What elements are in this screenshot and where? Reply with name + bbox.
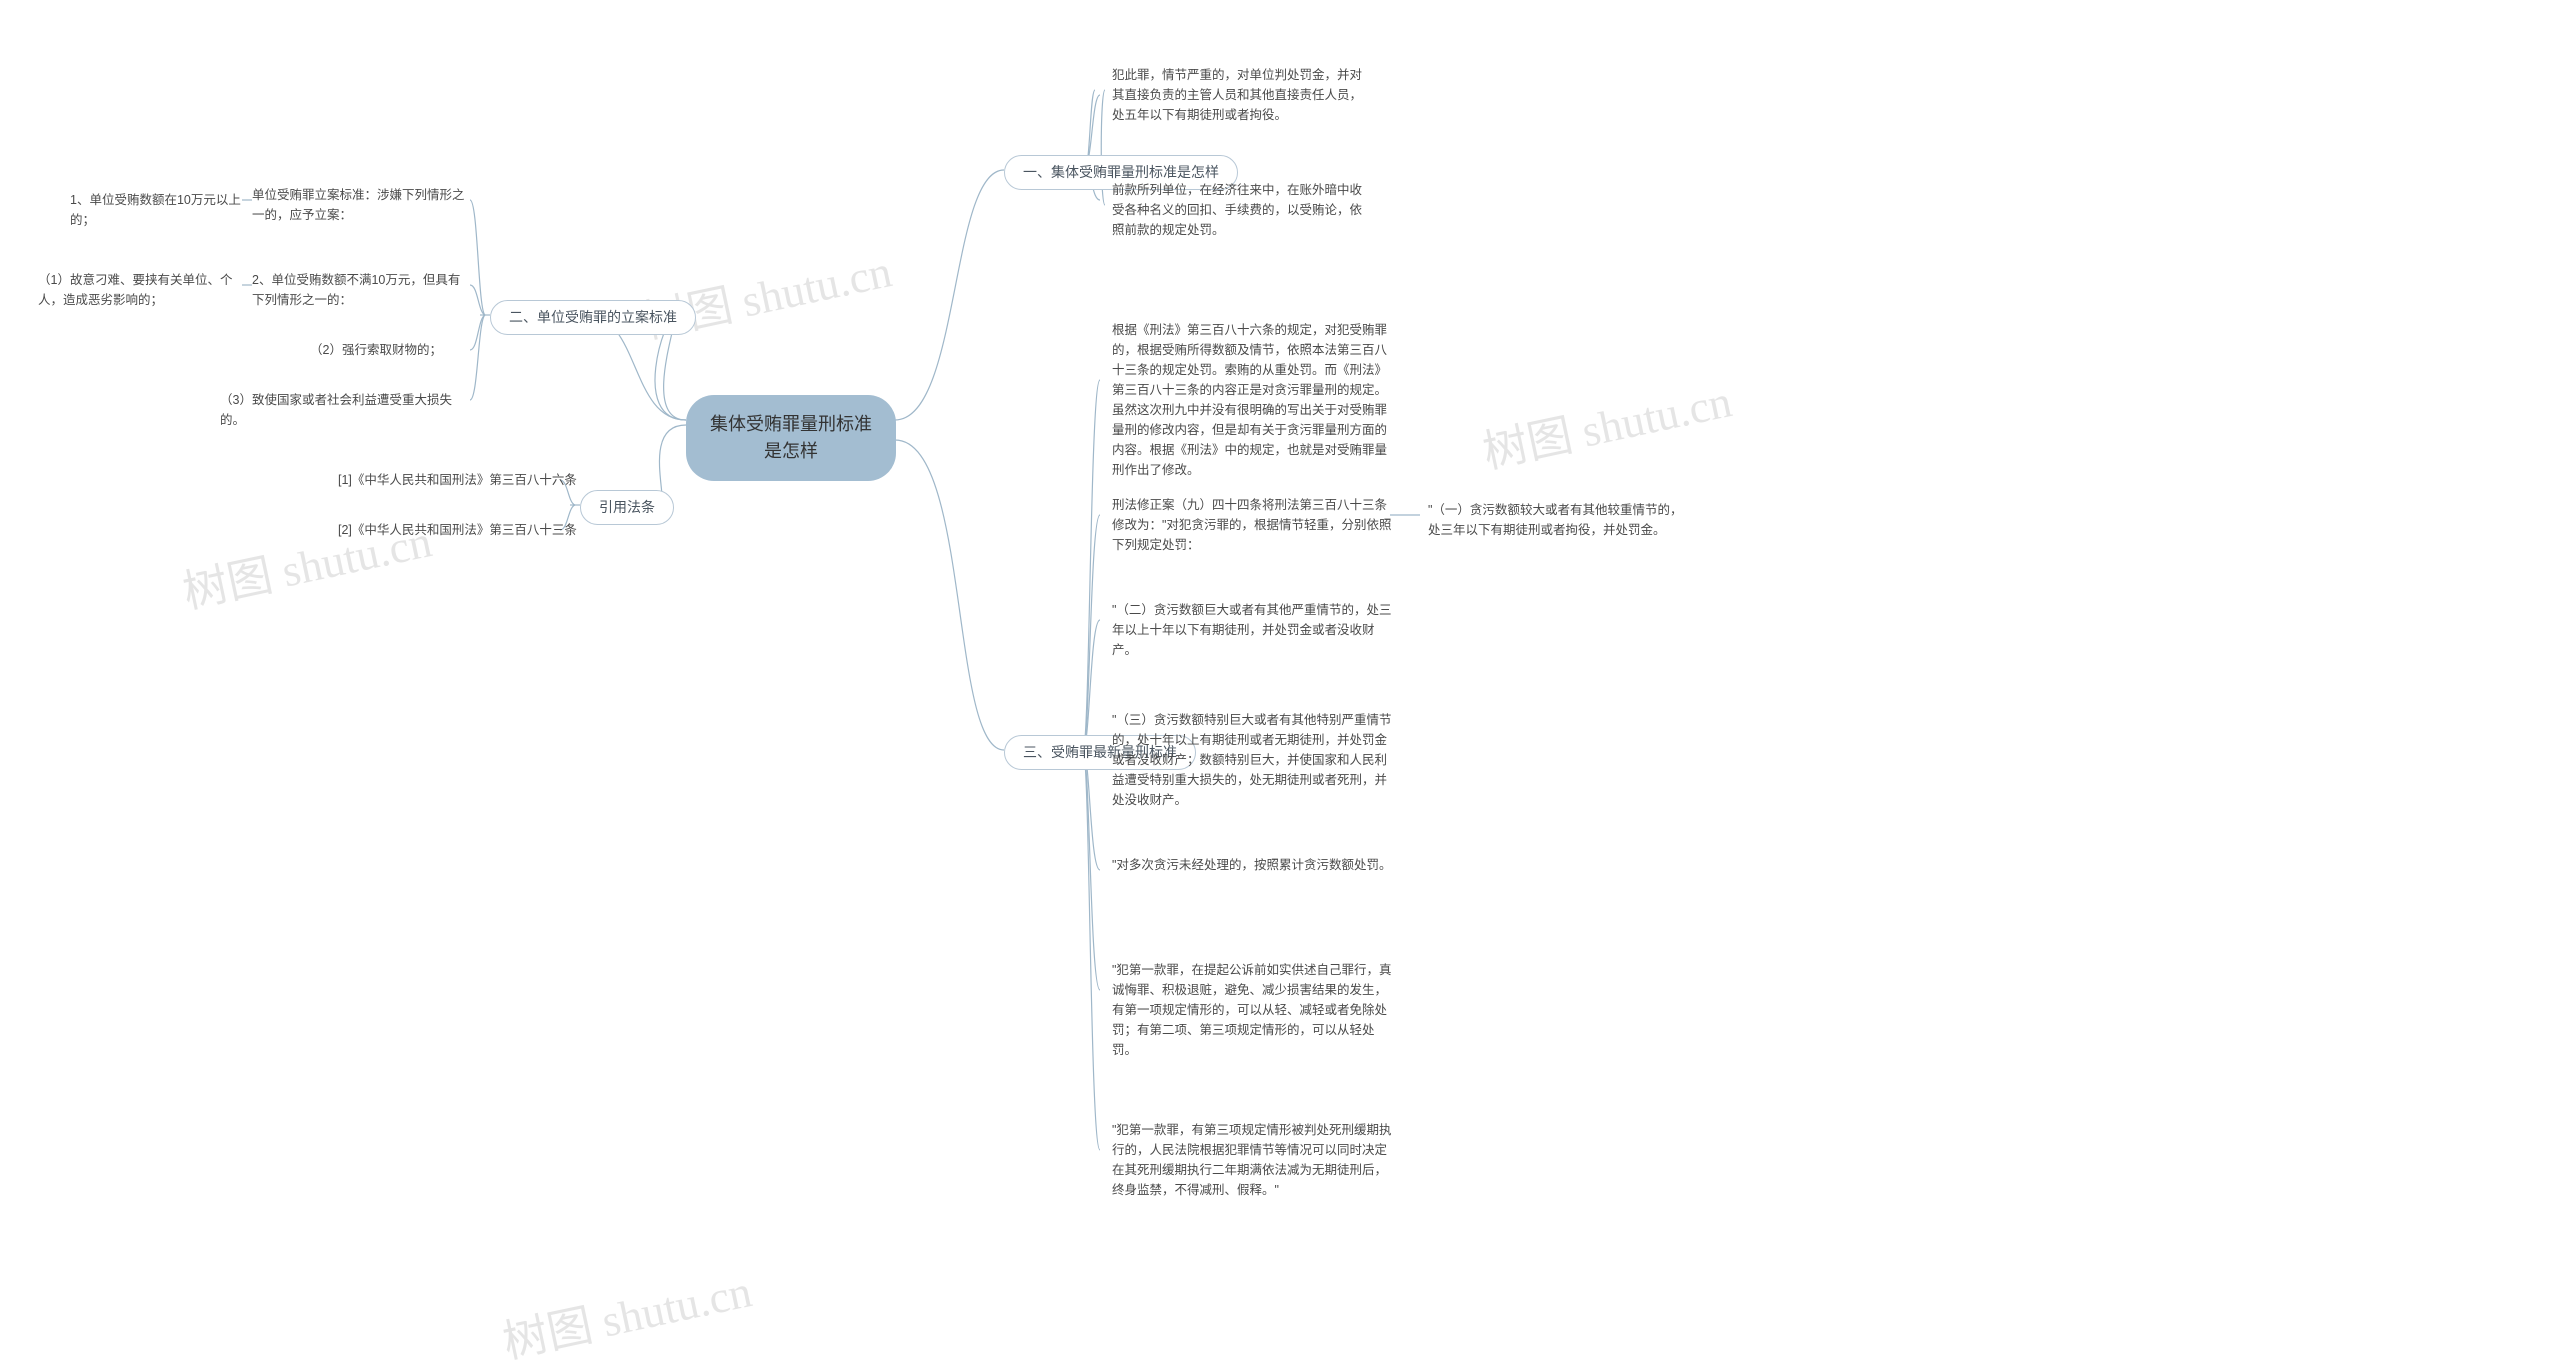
leaf-b4c3: "（二）贪污数额巨大或者有其他严重情节的，处三年以上十年以下有期徒刑，并处罚金或…	[1112, 600, 1392, 660]
leaf-b1c1: 犯此罪，情节严重的，对单位判处罚金，并对其直接负责的主管人员和其他直接责任人员，…	[1112, 65, 1372, 125]
branch-b2[interactable]: 二、单位受贿罪的立案标准	[490, 300, 696, 335]
watermark: 树图 shutu.cn	[496, 1254, 756, 1370]
leaf-b1c2: 前款所列单位，在经济往来中，在账外暗中收受各种名义的回扣、手续费的，以受贿论，依…	[1112, 180, 1372, 240]
leaf-b2c2: 2、单位受贿数额不满10万元，但具有下列情形之一的：	[252, 270, 472, 310]
leaf-b4c2s1: "（一）贪污数额较大或者有其他较重情节的，处三年以下有期徒刑或者拘役，并处罚金。	[1428, 500, 1688, 540]
leaf-b2c3: （2）强行索取财物的；	[310, 340, 442, 360]
leaf-b4c6: "犯第一款罪，在提起公诉前如实供述自己罪行，真诚悔罪、积极退赃，避免、减少损害结…	[1112, 960, 1392, 1060]
leaf-b4c7: "犯第一款罪，有第三项规定情形被判处死刑缓期执行的，人民法院根据犯罪情节等情况可…	[1112, 1120, 1392, 1200]
leaf-b2c4: （3）致使国家或者社会利益遭受重大损失的。	[220, 390, 470, 430]
leaf-b2c1s1: 1、单位受贿数额在10万元以上的；	[70, 190, 250, 230]
leaf-b4c4: "（三）贪污数额特别巨大或者有其他特别严重情节的，处十年以上有期徒刑或者无期徒刑…	[1112, 710, 1392, 810]
leaf-b3c2: [2]《中华人民共和国刑法》第三百八十三条	[338, 520, 577, 540]
leaf-b2c2s1: （1）故意刁难、要挟有关单位、个人，造成恶劣影响的；	[38, 270, 248, 310]
watermark: 树图 shutu.cn	[1476, 364, 1736, 480]
branch-b3[interactable]: 引用法条	[580, 490, 674, 525]
leaf-b4c5: "对多次贪污未经处理的，按照累计贪污数额处罚。	[1112, 855, 1391, 875]
leaf-b3c1: [1]《中华人民共和国刑法》第三百八十六条	[338, 470, 577, 490]
root-node[interactable]: 集体受贿罪量刑标准是怎样	[686, 395, 896, 481]
leaf-b4c2: 刑法修正案（九）四十四条将刑法第三百八十三条修改为："对犯贪污罪的，根据情节轻重…	[1112, 495, 1392, 555]
leaf-b2c1: 单位受贿罪立案标准：涉嫌下列情形之一的，应予立案：	[252, 185, 472, 225]
leaf-b4c1: 根据《刑法》第三百八十六条的规定，对犯受贿罪的，根据受贿所得数额及情节，依照本法…	[1112, 320, 1392, 480]
